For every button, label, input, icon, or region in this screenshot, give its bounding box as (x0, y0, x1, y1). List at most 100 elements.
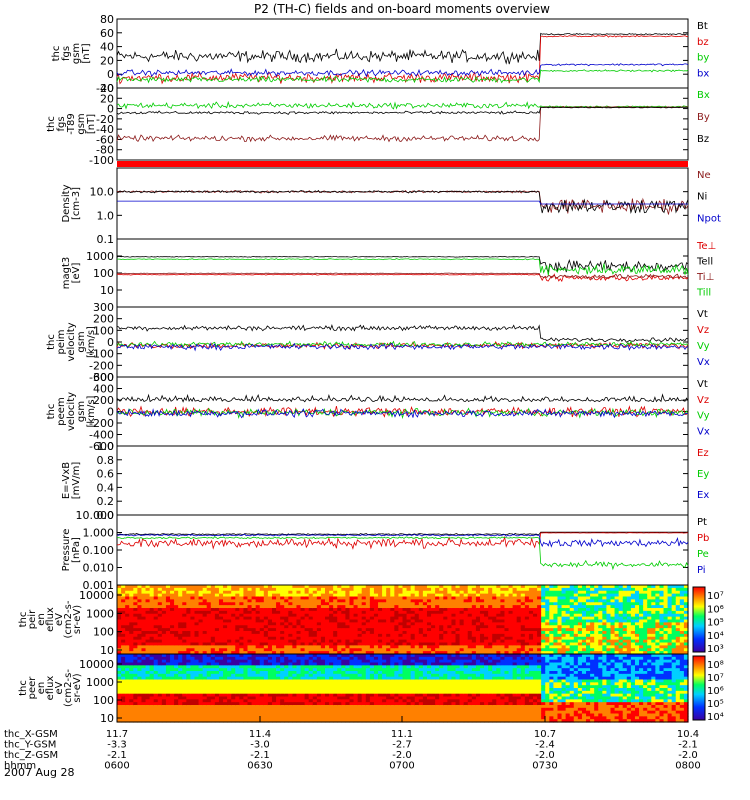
series-line-Till (116, 258, 689, 276)
series-line-Vx (116, 408, 689, 419)
y-tick-label: 0.1 (97, 233, 115, 246)
y-tick-label: -400 (89, 429, 114, 442)
y-axis-label: thc (46, 404, 57, 420)
y-tick-label: 80 (100, 13, 114, 26)
ephemeris-value: -2.0 (392, 750, 412, 761)
y-axis-label: sr-eV) (72, 673, 83, 702)
panel-10: 10000 1000 100 10 thcpeirenefluxeV(cm2-s-sr-… (18, 584, 724, 657)
y-axis-label: [mV/m] (71, 462, 82, 500)
colorbar-label: 10⁴ (707, 631, 724, 642)
colorbar-label: 10⁷ (707, 673, 724, 684)
ephemeris-value: -2.4 (535, 740, 555, 751)
y-tick-label: -100 (89, 348, 114, 361)
ephemeris-value: -2.0 (535, 750, 555, 761)
panel-11: 10000 1000 100 10 thcpeerenefluxeV(cm2-s-sr-… (18, 653, 724, 725)
y-axis-label: peem (56, 397, 67, 425)
ephemeris-value: 0800 (675, 761, 700, 772)
ephemeris-value: -2.0 (678, 750, 698, 761)
y-axis-label: -T89 (66, 113, 77, 135)
y-tick-label: 400 (93, 383, 114, 396)
y-tick-label: 1000 (86, 607, 114, 620)
legend-Vy: Vy (697, 411, 710, 422)
series-line-Pt (116, 531, 688, 536)
y-tick-label: 40 (100, 41, 114, 54)
ephemeris-row-label: thc_X-GSM (4, 729, 58, 740)
y-tick-label: 0.4 (97, 481, 115, 494)
y-tick-label: 20 (100, 54, 114, 67)
y-tick-label: 100 (93, 324, 114, 337)
y-tick-label: -60 (96, 133, 114, 146)
legend-Pb: Pb (697, 533, 709, 544)
y-axis-label: (cm2-s- (63, 600, 74, 638)
series-line-Vx (116, 342, 689, 352)
panel-frame (116, 87, 689, 161)
legend-Ne: Ne (697, 170, 711, 181)
colorbar (692, 586, 706, 653)
series-line-Pe (117, 536, 689, 571)
legend-Ti⊥: Ti⊥ (696, 272, 714, 283)
ephemeris-value: -3.0 (250, 740, 270, 751)
ephemeris-value: -2.7 (392, 740, 412, 751)
panel-4: 1000 100 10 magt3 [eV] Te⊥ Tell Ti⊥ Till (61, 238, 716, 308)
legend-Pi: Pi (697, 565, 706, 576)
y-tick-label: 1.0 (97, 209, 115, 222)
legend-Npot: Npot (697, 213, 721, 224)
panel-frame (116, 167, 689, 240)
y-axis-label: [nT] (81, 43, 92, 63)
y-axis-label: [eV] (71, 263, 82, 284)
series-line-Ne (116, 190, 689, 215)
y-tick-label: -200 (89, 417, 114, 430)
y-axis-label: eflux (45, 607, 56, 632)
ephemeris-value: -2.1 (250, 750, 270, 761)
ephemeris-value: 10.7 (534, 729, 556, 740)
ephemeris-value: 0700 (389, 761, 414, 772)
panel-frame (116, 306, 689, 378)
legend-Ey: Ey (697, 469, 709, 480)
series-line-Vt (116, 393, 689, 403)
y-tick-label: 0.0 (97, 509, 115, 522)
y-axis-label: peim (56, 329, 67, 354)
ephemeris-row-label: thc_Y-GSM (4, 740, 56, 751)
y-tick-label: 0.001 (83, 579, 115, 592)
legend-Ni: Ni (697, 192, 707, 203)
y-tick-label: 10 (100, 712, 114, 725)
legend-Vx: Vx (697, 357, 710, 368)
ephemeris-value: 11.7 (106, 729, 128, 740)
colorbar-label: 10⁵ (707, 699, 724, 710)
y-tick-label: 300 (93, 301, 114, 314)
y-axis-label: en (36, 613, 47, 626)
y-axis-label: (cm2-s- (63, 669, 74, 707)
y-tick-label: -200 (89, 359, 114, 372)
colorbar-label: 10³ (707, 644, 724, 655)
date-label: 2007 Aug 28 (4, 766, 74, 779)
y-axis-label: en (36, 682, 47, 695)
legend-Bx: Bx (697, 90, 710, 101)
y-tick-label: -80 (96, 144, 114, 157)
y-axis-label: velocity (66, 322, 77, 361)
y-axis-label: gsm (76, 401, 87, 422)
y-axis-label: [km/s] (86, 395, 97, 427)
colorbar-label: 10⁶ (707, 604, 724, 615)
series-line-Vy (116, 340, 689, 349)
y-axis-label: gsm (76, 113, 87, 134)
y-tick-label: 1.000 (83, 527, 115, 540)
legend-bz: bz (697, 37, 709, 48)
y-tick-label: 600 (93, 371, 114, 384)
series-line-By (116, 106, 688, 143)
y-tick-label: 1000 (86, 250, 114, 263)
ephemeris-row-label: hhmm (4, 761, 36, 772)
ephemeris-value: -2.1 (678, 740, 698, 751)
ephemeris-block: thc_X-GSM 11.7 11.4 11.1 10.7 10.4 thc_Y-GSM -3… (4, 716, 701, 772)
legend-Till: Till (696, 288, 711, 299)
legend-Te⊥: Te⊥ (696, 241, 716, 252)
y-tick-label: 0 (107, 103, 114, 116)
colorbar-label: 10⁶ (707, 686, 724, 697)
ephemeris-value: 11.1 (391, 729, 413, 740)
y-axis-label: thc (51, 46, 62, 62)
figure-title: P2 (TH-C) fields and on-board moments ov… (254, 2, 550, 16)
y-axis-label: [km/s] (86, 326, 97, 358)
